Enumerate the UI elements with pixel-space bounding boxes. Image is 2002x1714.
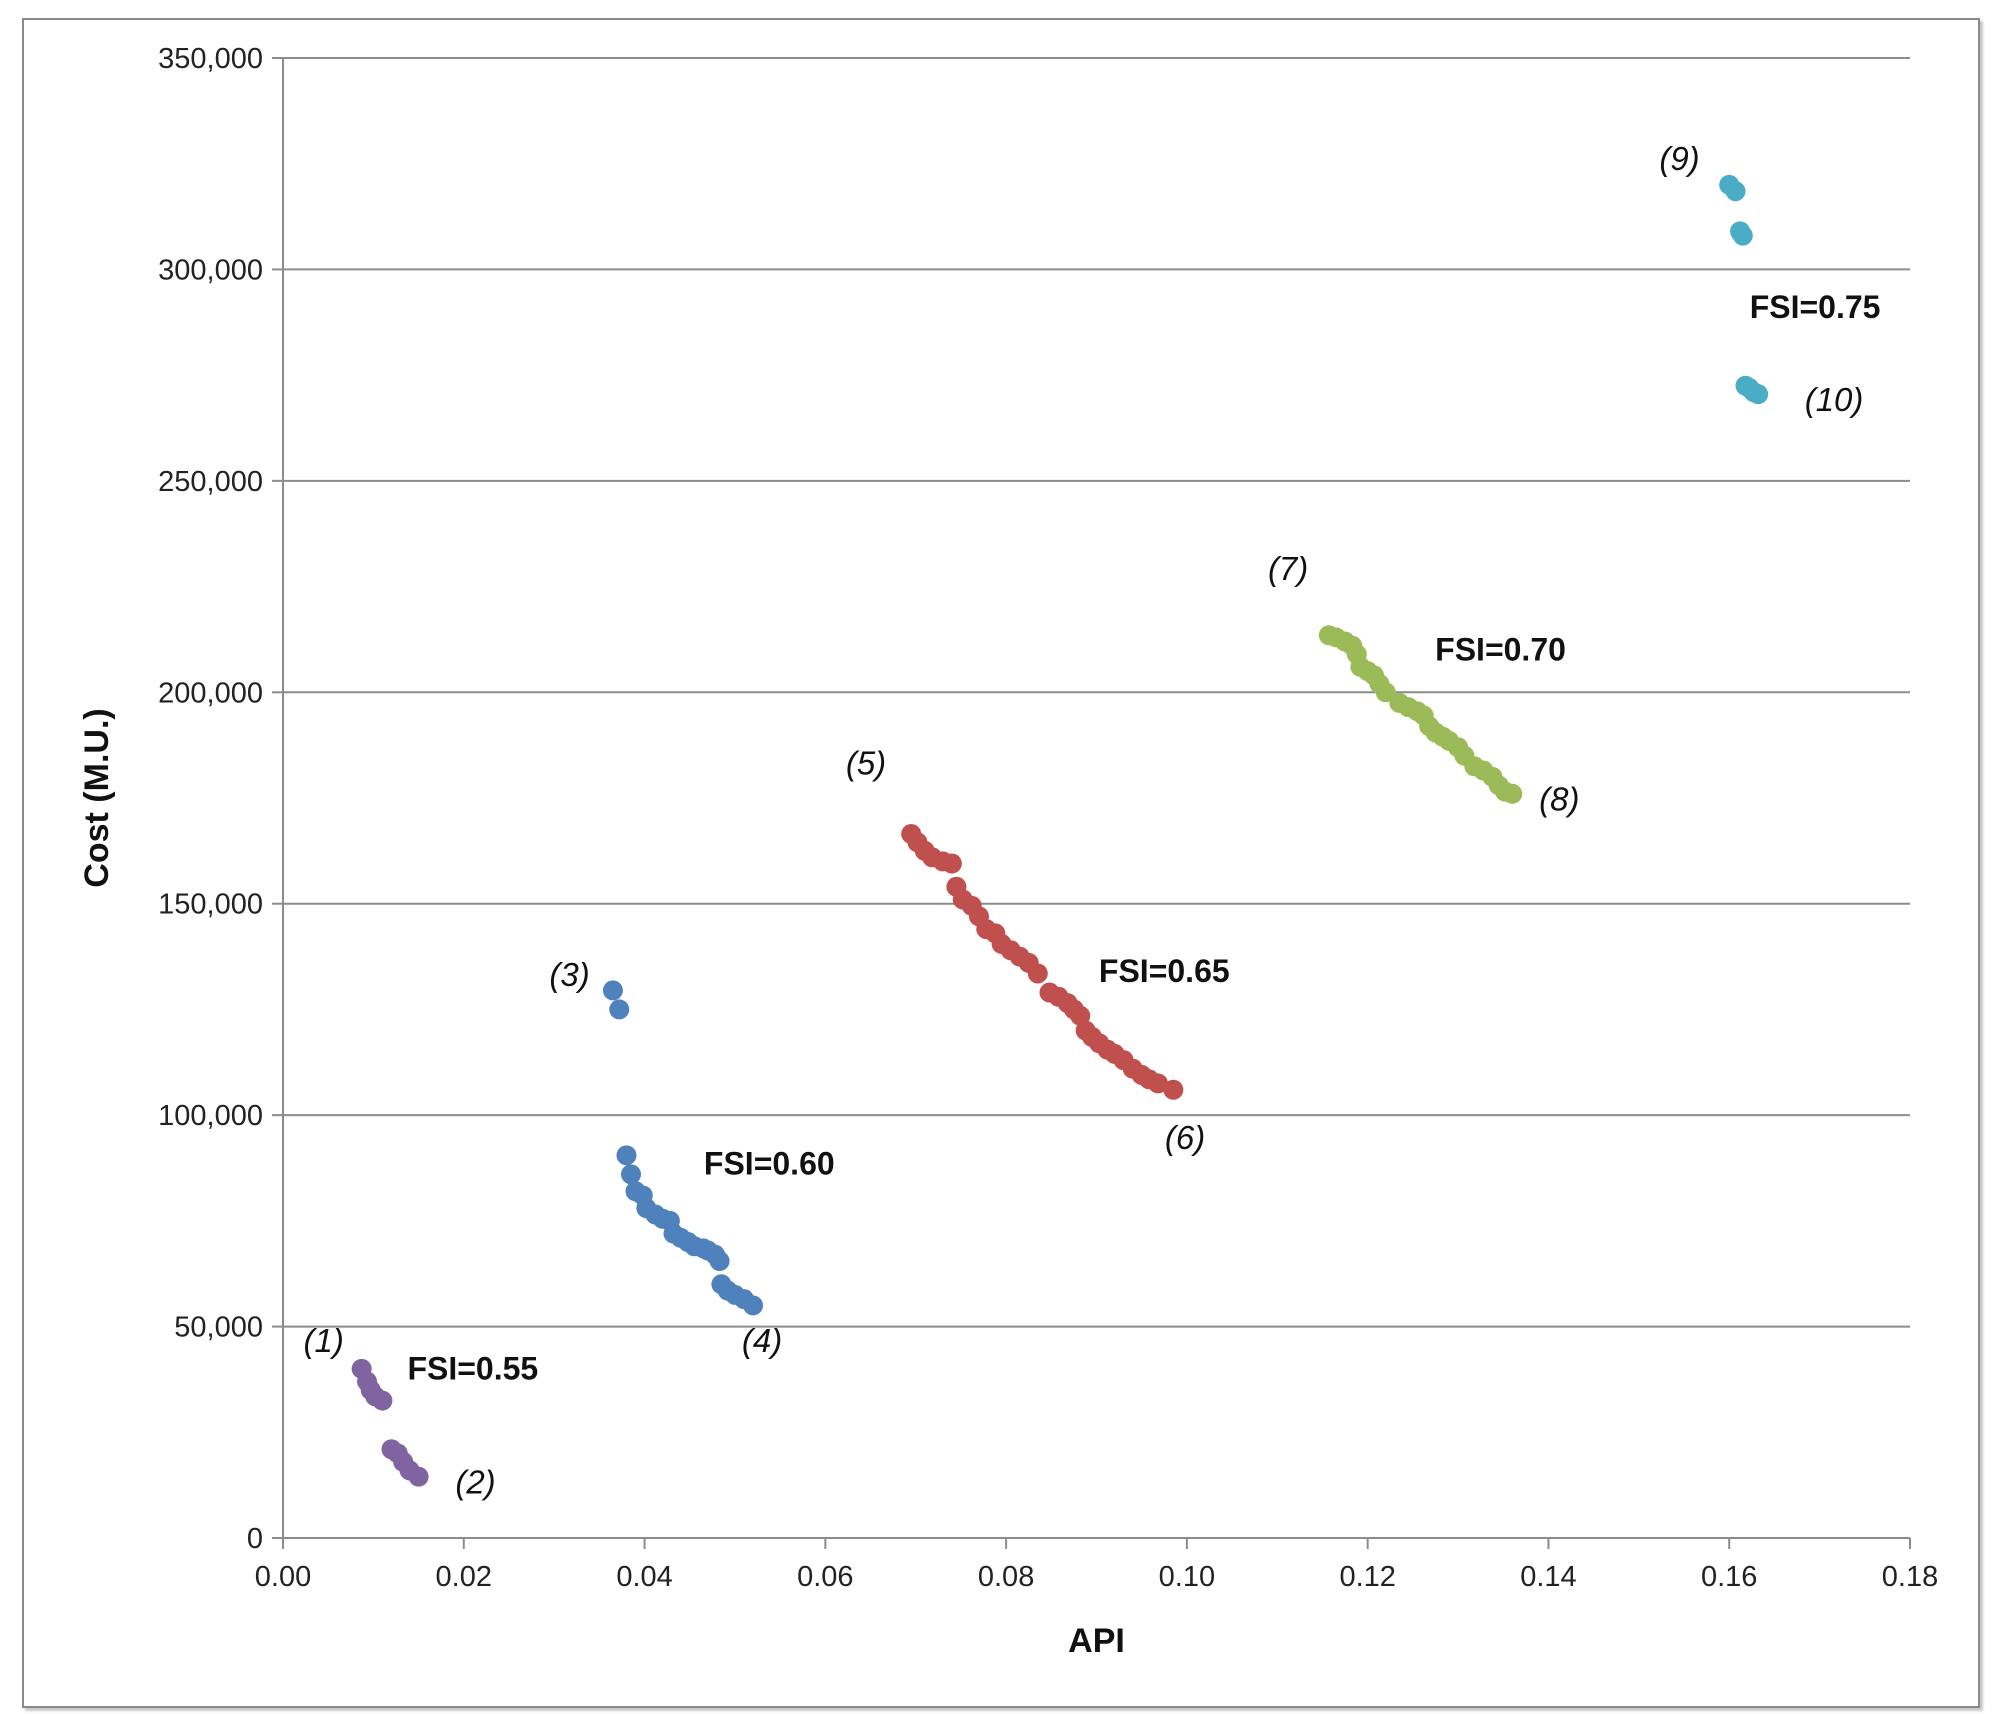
- data-point: [609, 999, 630, 1020]
- point-label: (8): [1539, 781, 1579, 818]
- data-point: [1375, 682, 1396, 703]
- data-point: [1725, 181, 1746, 202]
- series-fsi-0-55: [351, 1358, 429, 1487]
- annotations: (1) (2) (3) (4) (5) (6) (7) (8) (9) (10) FSI=0.55 F…: [304, 140, 1881, 1501]
- series-fsi-0-65: [901, 823, 1184, 1100]
- axes: 0 50,000 100,000 150,000 200,000 250,000 300,0…: [78, 43, 1938, 1660]
- x-tick-label: 0.08: [978, 1561, 1034, 1593]
- data-point: [620, 1164, 641, 1185]
- data-point: [1502, 783, 1523, 804]
- fsi-label: FSI=0.75: [1750, 289, 1881, 325]
- x-axis-title: API: [1068, 1622, 1125, 1660]
- data-point: [941, 853, 962, 874]
- fsi-label: FSI=0.70: [1435, 632, 1566, 668]
- y-tick-label: 200,000: [158, 677, 263, 709]
- data-point: [1027, 963, 1048, 984]
- data-point: [408, 1466, 429, 1487]
- series-fsi-0-70: [1318, 625, 1523, 804]
- point-label: (7): [1268, 550, 1308, 587]
- point-label: (6): [1165, 1119, 1205, 1156]
- series-fsi-0-75: [1719, 174, 1769, 405]
- data-point: [602, 980, 623, 1001]
- series-fsi-0-60: [602, 980, 764, 1316]
- y-tick-label: 150,000: [158, 889, 263, 921]
- y-tick-label: 50,000: [174, 1312, 263, 1344]
- x-tick-label: 0.02: [436, 1561, 492, 1593]
- x-tick-label: 0.00: [255, 1561, 311, 1593]
- point-label: (3): [549, 956, 589, 993]
- data-point: [1748, 384, 1769, 405]
- fsi-label: FSI=0.65: [1099, 953, 1230, 989]
- y-tick-label: 250,000: [158, 466, 263, 498]
- point-label: (2): [455, 1464, 495, 1501]
- y-tick-label: 0: [247, 1523, 263, 1555]
- data-point: [743, 1295, 764, 1316]
- data-point: [372, 1390, 393, 1411]
- y-tick-label: 100,000: [158, 1100, 263, 1132]
- x-tick-label: 0.04: [616, 1561, 672, 1593]
- point-label: (10): [1805, 381, 1864, 418]
- y-tick-label: 300,000: [158, 254, 263, 286]
- point-label: (1): [304, 1322, 344, 1359]
- point-label: (4): [742, 1322, 782, 1359]
- gridlines: [283, 57, 1910, 1328]
- x-tick-label: 0.06: [797, 1561, 853, 1593]
- x-tick-label: 0.14: [1520, 1561, 1576, 1593]
- y-tick-label: 350,000: [158, 43, 263, 75]
- data-point: [616, 1145, 637, 1166]
- x-tick-label: 0.10: [1159, 1561, 1215, 1593]
- point-label: (9): [1659, 140, 1699, 177]
- chart-frame: [22, 18, 1980, 1708]
- point-label: (5): [846, 745, 886, 782]
- data-point: [1163, 1079, 1184, 1100]
- y-axis-title: Cost (M.U.): [78, 708, 116, 887]
- data-points: [351, 174, 1769, 1487]
- data-point: [1147, 1073, 1168, 1094]
- x-tick-label: 0.18: [1882, 1561, 1938, 1593]
- fsi-label: FSI=0.55: [407, 1350, 538, 1386]
- x-tick-label: 0.16: [1701, 1561, 1757, 1593]
- data-point: [709, 1251, 730, 1272]
- fsi-label: FSI=0.60: [704, 1145, 835, 1181]
- data-point: [1732, 225, 1753, 246]
- x-tick-label: 0.12: [1339, 1561, 1395, 1593]
